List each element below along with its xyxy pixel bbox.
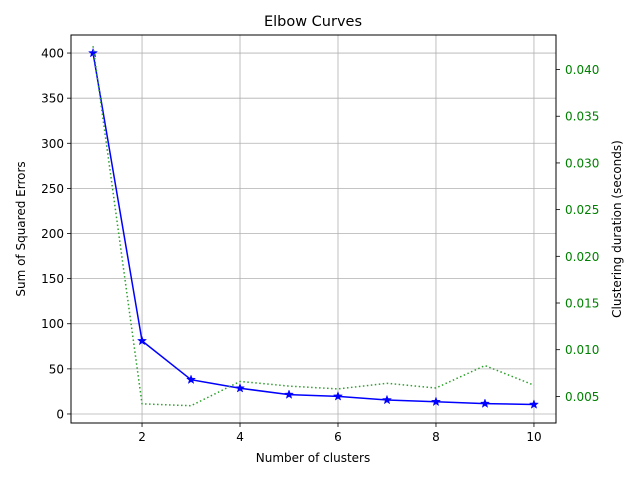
- x-tick-label: 4: [236, 430, 244, 444]
- y-tick-label: 50: [49, 362, 64, 376]
- sse-series-line: [92, 52, 534, 406]
- y-axis-right: 0.005 0.010 0.015 0.020 0.025 0.030 0.035 0.040: [556, 63, 599, 404]
- y2-tick-label: 0.015: [565, 297, 599, 311]
- sse-data-point: [528, 399, 540, 409]
- y-tick-label: 0: [56, 407, 64, 421]
- y2-tick-label: 0.035: [565, 110, 599, 124]
- y2-tick-label: 0.020: [565, 250, 599, 264]
- x-tick-label: 8: [432, 430, 440, 444]
- y2-tick-label: 0.025: [565, 203, 599, 217]
- duration-series-line: [92, 46, 535, 407]
- x-tick-label: 10: [526, 430, 541, 444]
- y2-axis-title: Clustering duration (seconds): [610, 140, 624, 318]
- chart-title: Elbow Curves: [264, 14, 362, 30]
- sse-data-point: [234, 382, 246, 393]
- sse-data-point: [430, 396, 442, 407]
- sse-data-point: [332, 391, 344, 401]
- y-tick-label: 200: [41, 227, 64, 241]
- y2-tick-label: 0.005: [565, 390, 599, 404]
- x-tick-label: 6: [334, 430, 342, 444]
- y-tick-label: 250: [41, 182, 64, 196]
- y-tick-label: 400: [41, 47, 64, 61]
- series-layer: [87, 46, 540, 409]
- sse-data-point: [479, 398, 491, 408]
- x-tick-label: 2: [138, 430, 146, 444]
- y-tick-label: 150: [41, 272, 64, 286]
- y-tick-label: 300: [41, 137, 64, 151]
- grid: [71, 35, 556, 423]
- x-axis: 2 4 6 8 10: [138, 423, 542, 444]
- y-axis-left: 0 50 100 150 200 250 300 350 400: [41, 47, 71, 421]
- y-tick-label: 350: [41, 92, 64, 106]
- sse-data-point: [185, 374, 197, 385]
- y-axis-title: Sum of Squared Errors: [14, 161, 28, 296]
- sse-data-point: [87, 47, 99, 58]
- plot-frame: [70, 34, 557, 424]
- sse-data-point: [136, 335, 148, 346]
- y2-tick-label: 0.040: [565, 63, 599, 77]
- sse-data-point: [381, 394, 393, 405]
- x-axis-title: Number of clusters: [256, 451, 370, 465]
- sse-data-point: [283, 389, 295, 399]
- y2-tick-label: 0.010: [565, 343, 599, 357]
- y-tick-label: 100: [41, 317, 64, 331]
- y2-tick-label: 0.030: [565, 156, 599, 170]
